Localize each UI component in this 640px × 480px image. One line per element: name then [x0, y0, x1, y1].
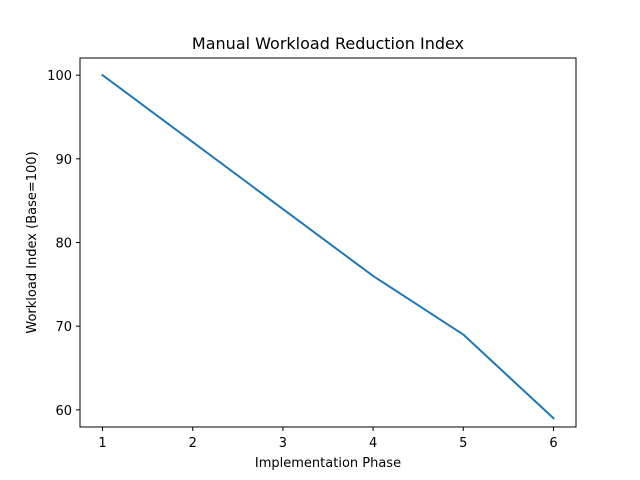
x-tick-label: 2	[189, 436, 197, 451]
series-line-0	[101, 73, 555, 420]
x-axis-label: Implementation Phase	[255, 456, 401, 471]
x-tick-label: 3	[279, 436, 287, 451]
y-tick-label: 70	[55, 320, 72, 335]
y-tick-label: 90	[55, 153, 72, 168]
x-tick-label: 6	[549, 436, 557, 451]
chart-title: Manual Workload Reduction Index	[192, 34, 464, 53]
series-layer	[101, 73, 555, 420]
y-tick-label: 80	[55, 237, 72, 252]
x-tick-label: 1	[98, 436, 106, 451]
y-axis-label: Workload Index (Base=100)	[25, 151, 40, 333]
y-tick-label: 60	[55, 404, 72, 419]
x-axis-ticks: 1 2 3 4 5 6	[98, 427, 558, 451]
x-tick-label: 4	[369, 436, 377, 451]
plot-frame	[79, 57, 577, 428]
y-axis-ticks: 60 70 80 90 100	[47, 69, 80, 419]
x-tick-label: 5	[459, 436, 467, 451]
y-tick-label: 100	[47, 69, 72, 84]
